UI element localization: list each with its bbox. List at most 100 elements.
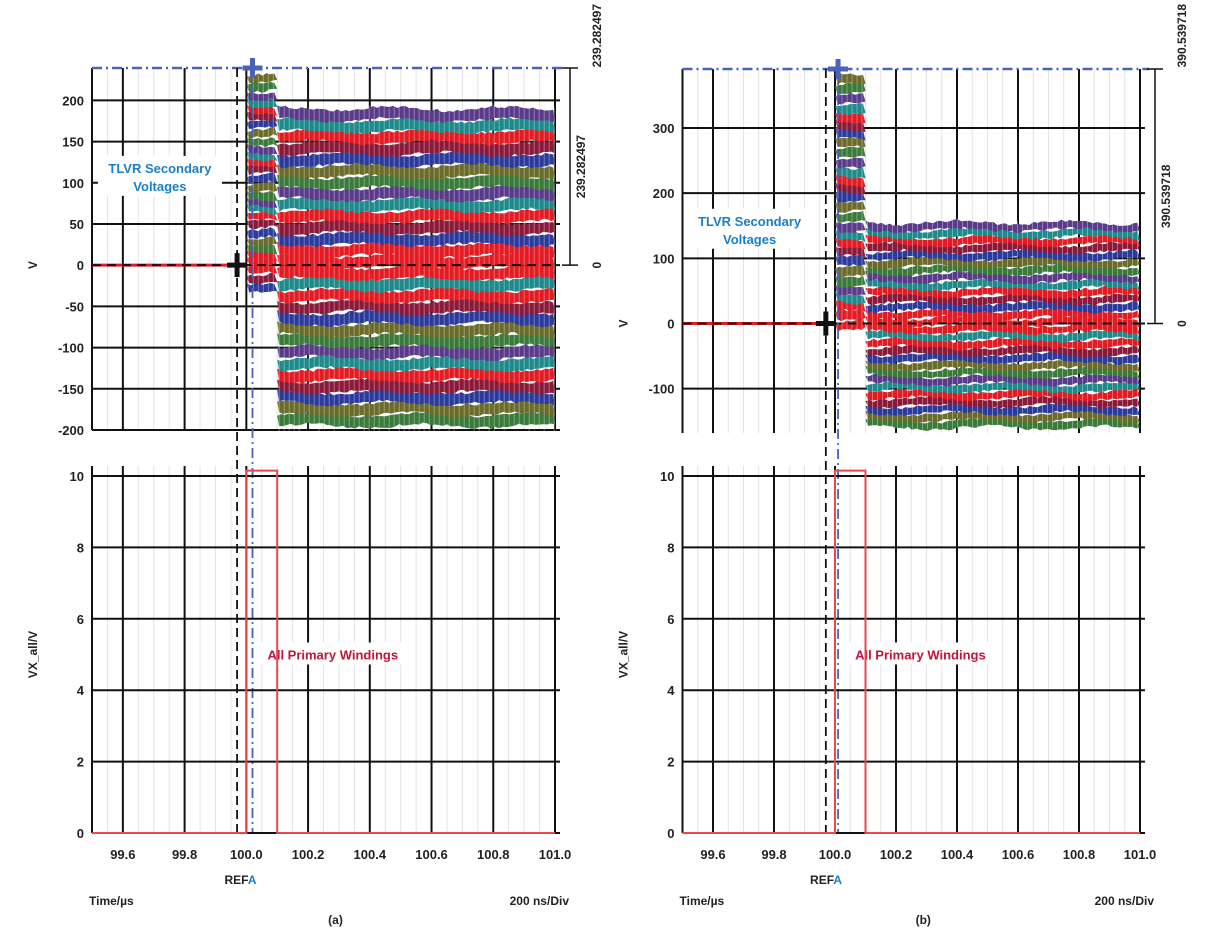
waveform-band bbox=[277, 139, 555, 158]
waveform-band bbox=[277, 264, 555, 282]
waveform-band bbox=[835, 222, 866, 234]
y-axis-label: VX_all/V bbox=[617, 631, 631, 678]
waveform-band bbox=[277, 377, 555, 395]
waveform-band bbox=[277, 309, 555, 328]
waveform-band bbox=[277, 320, 555, 339]
y-tick-label: -100 bbox=[58, 341, 84, 356]
waveform-band bbox=[246, 151, 278, 162]
waveform-band bbox=[835, 190, 866, 203]
y-tick-label: 10 bbox=[70, 469, 84, 484]
waveform-band bbox=[246, 272, 278, 285]
measurement-zero-label: 0 bbox=[590, 262, 604, 269]
waveform-band bbox=[246, 181, 278, 193]
waveform-band bbox=[865, 410, 1140, 424]
panel-label: (b) bbox=[916, 913, 931, 927]
waveform-band bbox=[246, 282, 278, 293]
waveform-band bbox=[835, 318, 866, 332]
primary-voltage-plot: 10 8 6 4 2 0 99.6 99.8 100.0 100.2 100.4 100.6 100.8… bbox=[617, 466, 1156, 862]
measurement-zero-label: 0 bbox=[1175, 320, 1189, 327]
waveform-band bbox=[835, 285, 866, 296]
ref-suffix: A bbox=[248, 873, 257, 887]
waveform-band bbox=[865, 277, 1140, 292]
waveform-band bbox=[865, 380, 1140, 395]
primary-pulse-waveform bbox=[92, 469, 555, 834]
waveform-band bbox=[865, 233, 1140, 248]
y-tick-label: -50 bbox=[65, 299, 84, 314]
annotation-line-2: Voltages bbox=[133, 179, 186, 194]
waveform-band bbox=[835, 173, 866, 188]
waveform-band bbox=[865, 300, 1140, 314]
measurement-delta-label: 239.282497 bbox=[574, 135, 588, 199]
ref-label: REF bbox=[224, 873, 248, 887]
waveform-band bbox=[246, 126, 278, 139]
waveform-band bbox=[246, 236, 278, 247]
waveform-band bbox=[865, 358, 1140, 373]
y-tick-label: -200 bbox=[58, 423, 84, 438]
waveform-band bbox=[865, 336, 1140, 351]
annotation-line-2: Voltages bbox=[723, 232, 776, 247]
annotation-background bbox=[257, 642, 408, 665]
waveform-band bbox=[835, 265, 866, 279]
measurement-top-label: 390.539718 bbox=[1175, 4, 1189, 68]
x-tick-label: 100.0 bbox=[819, 847, 852, 862]
x-tick-label: 99.8 bbox=[172, 847, 197, 862]
secondary-waveforms bbox=[92, 68, 555, 434]
x-axis-label: Time/µs bbox=[89, 894, 134, 908]
x-tick-label: 100.8 bbox=[477, 847, 510, 862]
waveform-band bbox=[865, 343, 1140, 358]
y-tick-label: 0 bbox=[667, 317, 674, 332]
waveform-band bbox=[835, 245, 866, 258]
x-tick-label: 99.8 bbox=[761, 847, 786, 862]
x-tick-label: 100.4 bbox=[941, 847, 974, 862]
primary-pulse-waveform bbox=[682, 469, 1140, 834]
waveform-band bbox=[835, 308, 866, 322]
waveform-band bbox=[865, 226, 1140, 241]
measurement-bracket bbox=[562, 67, 578, 266]
annotation-background bbox=[687, 208, 812, 249]
y-tick-label: 8 bbox=[667, 540, 674, 555]
waveform-band bbox=[277, 218, 555, 237]
x-tick-label: 100.2 bbox=[880, 847, 913, 862]
secondary-voltage-plot: 300 200 100 0 -100 TLVR Secondary Voltages 390.… bbox=[617, 4, 1189, 436]
y-tick-label: 300 bbox=[653, 121, 675, 136]
waveform-band bbox=[835, 167, 866, 179]
y-tick-label: 6 bbox=[77, 612, 84, 627]
waveform-band bbox=[277, 399, 555, 418]
ref-a-label: REFA bbox=[224, 873, 256, 887]
waveform-band bbox=[277, 241, 555, 260]
y-axis-label: VX_all/V bbox=[26, 631, 40, 678]
waveform-band bbox=[865, 373, 1140, 388]
y-tick-label: 200 bbox=[62, 93, 84, 108]
y-tick-label: 100 bbox=[62, 176, 84, 191]
waveform-band bbox=[865, 263, 1140, 278]
y-tick-label: 4 bbox=[77, 683, 85, 698]
waveform-band bbox=[277, 332, 555, 350]
x-tick-label: 100.6 bbox=[415, 847, 448, 862]
y-tick-label: -100 bbox=[648, 382, 674, 397]
y-axis-label: V bbox=[617, 320, 631, 328]
y-tick-label: 2 bbox=[77, 755, 84, 770]
waveform-band bbox=[835, 255, 866, 267]
waveform-band bbox=[835, 103, 866, 116]
y-tick-label: 8 bbox=[77, 540, 84, 555]
measurement-bracket bbox=[1147, 68, 1163, 325]
y-tick-label: 0 bbox=[77, 258, 84, 273]
annotation-all-primary-windings: All Primary Windings bbox=[855, 648, 986, 663]
waveform-band bbox=[246, 190, 278, 202]
x-tick-label: 99.6 bbox=[110, 847, 135, 862]
waveform-band bbox=[246, 73, 278, 84]
y-tick-label: -150 bbox=[58, 382, 84, 397]
y-tick-label: 4 bbox=[667, 683, 675, 698]
waveform-band bbox=[277, 354, 555, 373]
x-tick-label: 101.0 bbox=[539, 847, 572, 862]
secondary-voltage-plot: 200 150 100 50 0 -50 -100 -150 -200 TLVR Secondar… bbox=[26, 4, 604, 438]
waveform-band bbox=[246, 137, 278, 148]
y-tick-label: 150 bbox=[62, 135, 84, 150]
waveform-band bbox=[865, 417, 1140, 431]
waveform-band bbox=[865, 365, 1140, 380]
waveform-band bbox=[277, 230, 555, 248]
waveform-band bbox=[246, 144, 278, 156]
